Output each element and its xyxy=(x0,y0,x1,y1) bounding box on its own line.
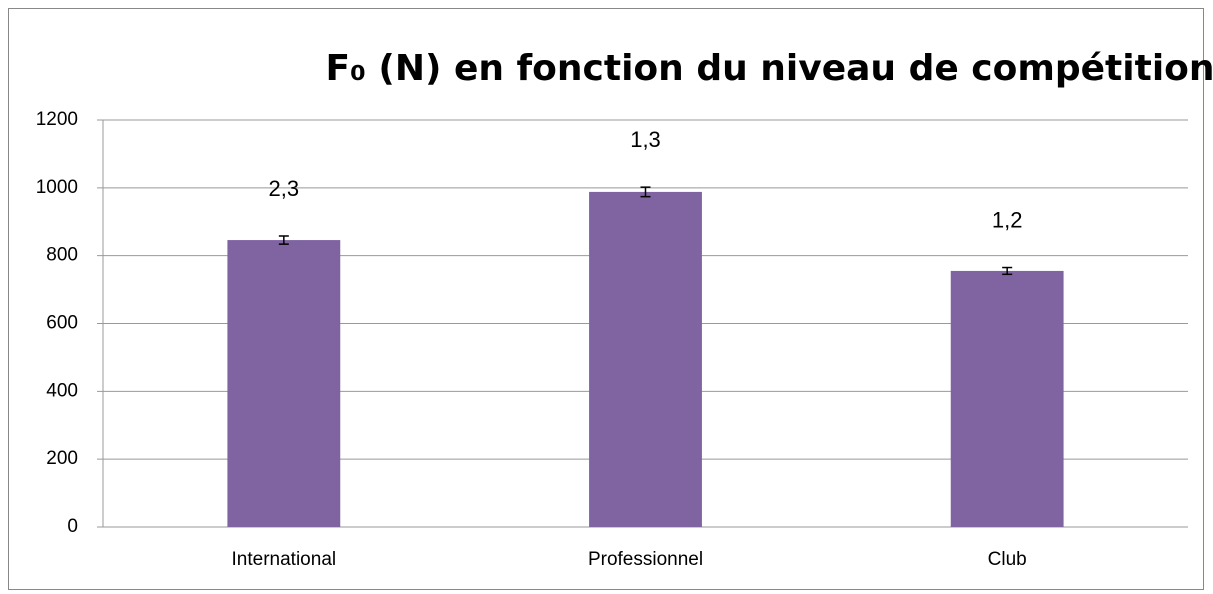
annotation: 1,3 xyxy=(630,127,661,152)
y-tick-label: 400 xyxy=(46,380,78,401)
annotation: 1,2 xyxy=(992,207,1023,232)
error-bar xyxy=(278,235,289,245)
y-tick-label: 1000 xyxy=(36,177,78,198)
y-tick-label: 200 xyxy=(46,448,78,469)
annotation: 2,3 xyxy=(269,176,300,201)
chart-title: F₀ (N) en fonction du niveau de compétit… xyxy=(325,48,1213,89)
error-bar xyxy=(1002,266,1013,276)
y-tick-label: 600 xyxy=(46,313,78,334)
bar xyxy=(227,240,341,527)
bar xyxy=(950,270,1064,527)
bar xyxy=(589,191,702,528)
y-tick-label: 1200 xyxy=(36,109,78,130)
x-tick-label: International xyxy=(232,549,337,570)
y-tick-label: 0 xyxy=(67,516,78,537)
x-tick-label: Professionnel xyxy=(588,549,703,570)
x-tick-label: Club xyxy=(988,549,1027,570)
error-bar xyxy=(640,186,651,198)
y-tick-label: 800 xyxy=(46,245,78,266)
